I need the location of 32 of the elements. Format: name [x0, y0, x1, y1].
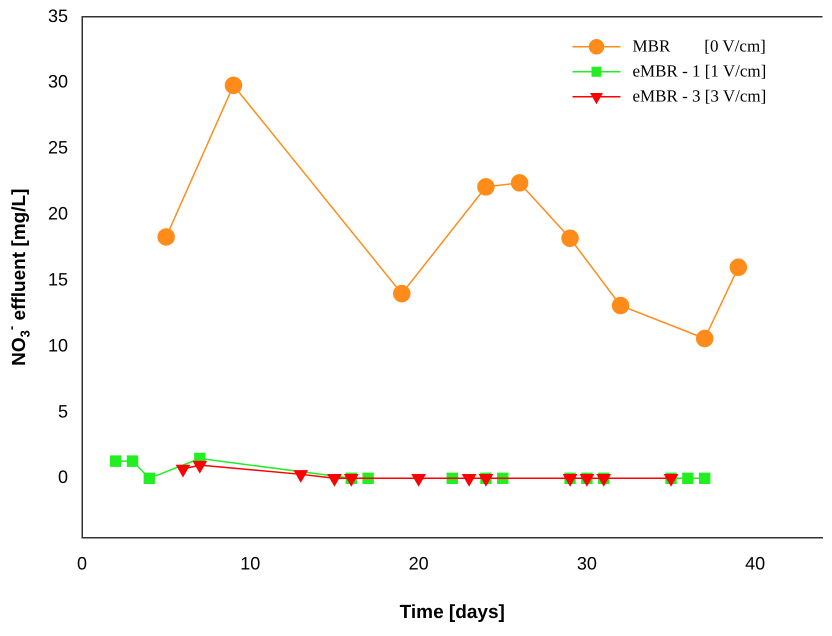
y-axis-title: NO3- effluent [mg/L]	[4, 188, 33, 366]
point	[682, 472, 694, 484]
point	[698, 472, 710, 484]
y-tick-label: 25	[48, 138, 68, 158]
legend-label: eMBR - 1 [1 V/cm]	[632, 61, 766, 80]
point	[157, 228, 175, 246]
legend-label: MBR [0 V/cm]	[632, 36, 766, 56]
x-tick-label: 30	[576, 553, 597, 574]
y-tick-label: 30	[48, 72, 68, 92]
point	[110, 455, 122, 467]
point	[126, 455, 138, 467]
point	[730, 258, 748, 276]
point	[612, 296, 630, 314]
x-axis-title: Time [days]	[400, 602, 505, 623]
y-tick-label: 5	[58, 401, 68, 422]
point	[477, 178, 495, 196]
x-tick-label: 20	[408, 553, 429, 574]
point	[510, 174, 528, 192]
point	[144, 472, 156, 484]
point	[224, 76, 242, 94]
y-tick-label: 20	[48, 204, 68, 224]
y-tick-label: 0	[58, 467, 68, 488]
x-tick-label: 10	[240, 553, 260, 574]
x-tick-label: 40	[745, 553, 766, 574]
y-tick-label: 10	[48, 335, 68, 356]
y-tick-label: 35	[48, 6, 68, 26]
y-tick-label: 15	[48, 269, 68, 290]
legend-label: eMBR - 3 [3 V/cm]	[632, 86, 766, 106]
point	[696, 330, 714, 348]
x-tick-label: 0	[77, 553, 88, 574]
point	[561, 230, 579, 248]
point	[393, 284, 411, 302]
